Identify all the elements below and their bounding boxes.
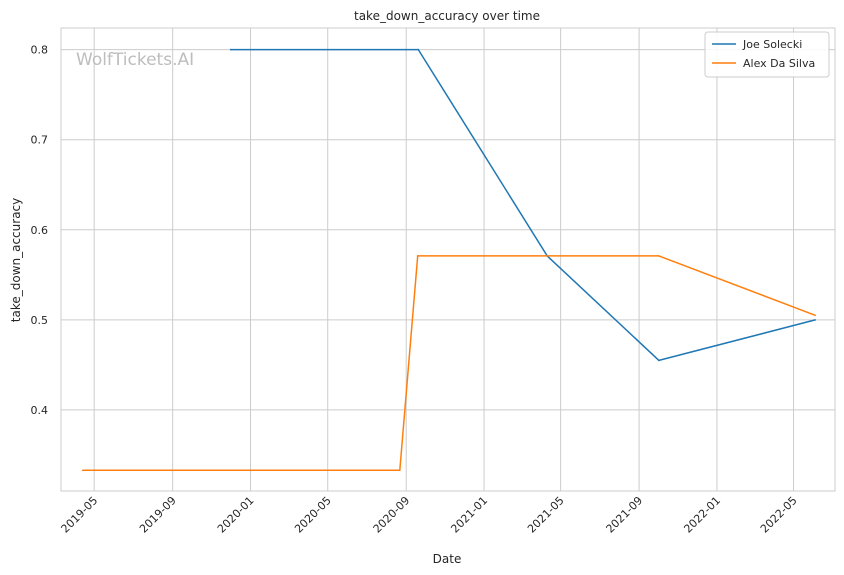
data-point-alex-da-silva (814, 314, 816, 317)
legend-label-alex-da-silva: Alex Da Silva (743, 57, 815, 70)
data-point-alex-da-silva (658, 255, 660, 257)
data-point-alex-da-silva (416, 255, 419, 257)
data-point-alex-da-silva (81, 469, 84, 472)
data-point-joe-solecki (229, 48, 232, 51)
watermark: WolfTickets.AI (76, 50, 194, 70)
y-tick-label: 0.5 (31, 314, 49, 327)
y-axis-label: take_down_accuracy (9, 198, 23, 322)
plot-area (60, 27, 836, 492)
y-tick-labels: 0.4 0.5 0.6 0.7 0.8 (31, 44, 49, 417)
x-axis-label: Date (433, 552, 462, 566)
grid-lines (61, 28, 835, 491)
data-point-joe-solecki (417, 48, 420, 51)
series-lines (81, 48, 816, 472)
data-point-alex-da-silva (399, 469, 401, 472)
y-tick-label: 0.6 (31, 224, 49, 237)
y-tick-label: 0.8 (31, 44, 49, 57)
y-tick-label: 0.4 (31, 404, 49, 417)
legend: Joe Solecki Alex Da Silva (704, 31, 830, 78)
y-tick-label: 0.7 (31, 134, 49, 147)
legend-label-joe-solecki: Joe Solecki (742, 38, 802, 51)
data-point-joe-solecki (814, 319, 816, 321)
data-point-joe-solecki (658, 359, 660, 362)
chart-title: take_down_accuracy over time (354, 9, 540, 23)
